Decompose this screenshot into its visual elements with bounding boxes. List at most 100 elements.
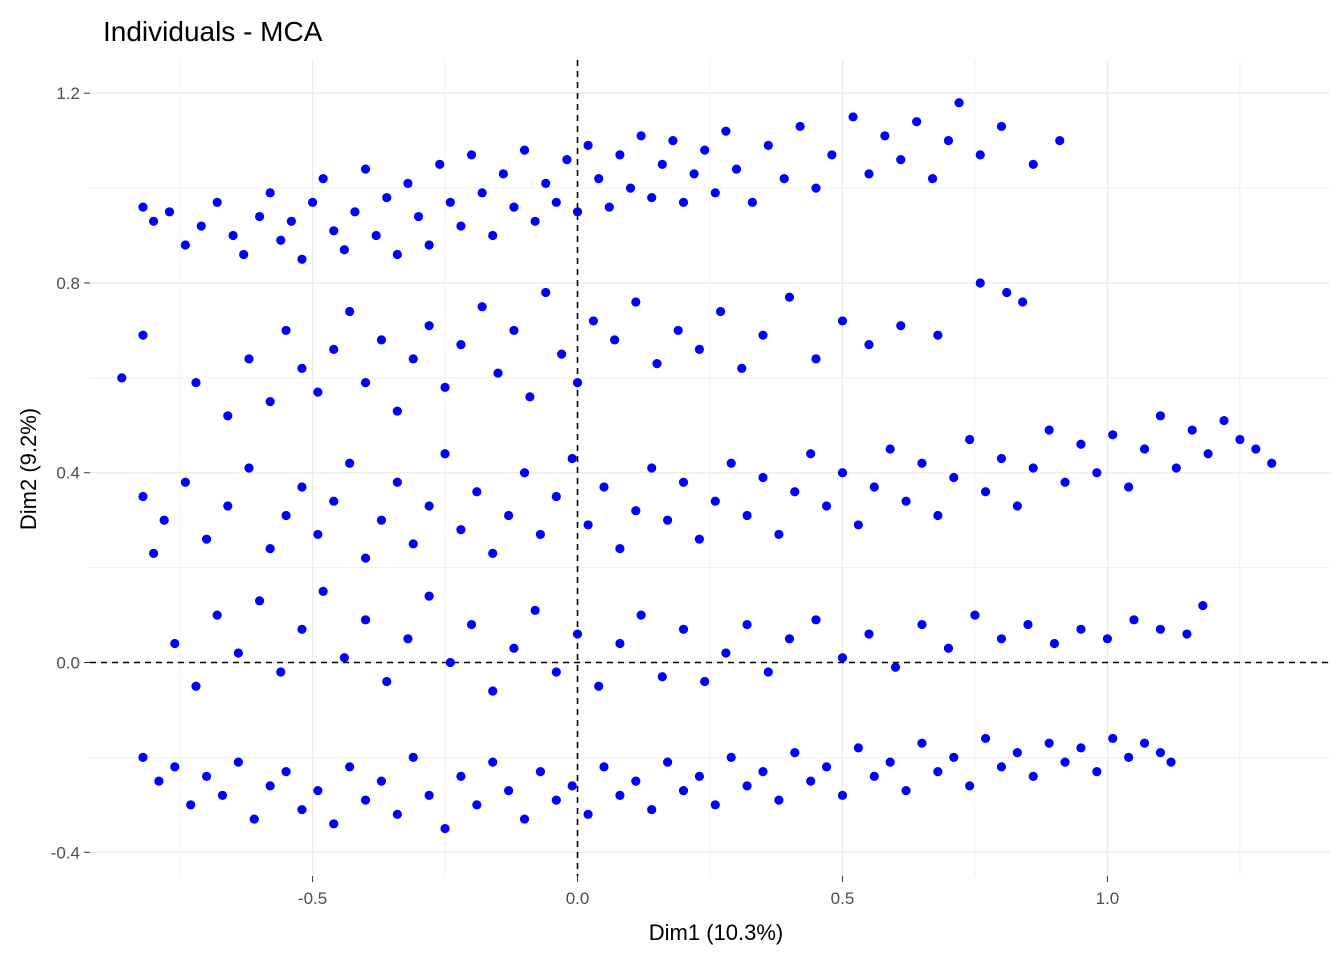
- y-tick-label: -0.4: [51, 843, 80, 862]
- data-point: [885, 757, 895, 767]
- data-point: [1055, 136, 1065, 146]
- data-point: [1198, 600, 1208, 611]
- data-point: [382, 192, 392, 203]
- y-tick-label: 1.2: [56, 84, 80, 103]
- data-point: [493, 368, 503, 378]
- data-point: [281, 767, 291, 777]
- x-axis-title: Dim1 (10.3%): [649, 920, 783, 945]
- data-point: [376, 776, 387, 786]
- data-point: [1155, 748, 1166, 758]
- data-point: [996, 121, 1007, 132]
- data-point: [869, 771, 879, 781]
- data-point: [509, 643, 519, 653]
- data-point: [376, 515, 387, 525]
- data-point: [657, 159, 667, 169]
- data-point: [345, 306, 355, 317]
- data-point: [747, 197, 757, 207]
- data-point: [148, 216, 159, 226]
- data-point: [949, 472, 959, 483]
- data-point: [329, 496, 339, 506]
- data-point: [276, 667, 286, 677]
- data-point: [392, 809, 402, 819]
- data-point: [1203, 449, 1213, 459]
- data-point: [1267, 458, 1277, 468]
- data-point: [678, 197, 689, 207]
- data-point: [504, 510, 514, 521]
- data-point: [694, 534, 705, 544]
- data-point: [1028, 463, 1038, 473]
- data-point: [440, 382, 450, 392]
- data-point: [917, 619, 927, 630]
- data-point: [249, 814, 259, 824]
- data-point: [201, 771, 212, 781]
- data-point: [975, 150, 985, 160]
- data-point: [758, 330, 768, 340]
- data-point: [715, 306, 726, 317]
- data-point: [880, 131, 890, 141]
- data-point: [254, 211, 265, 222]
- data-point: [154, 776, 164, 786]
- data-point: [318, 586, 328, 596]
- data-point: [864, 169, 874, 179]
- data-point: [339, 245, 349, 255]
- data-point: [535, 529, 546, 540]
- data-point: [138, 202, 148, 212]
- data-point: [170, 638, 180, 649]
- chart-title: Individuals - MCA: [103, 16, 323, 47]
- data-point: [138, 752, 148, 762]
- data-point: [1108, 733, 1118, 744]
- data-point: [1092, 468, 1102, 478]
- data-point: [519, 468, 530, 478]
- data-point: [975, 278, 985, 288]
- data-point: [837, 653, 848, 663]
- data-point: [996, 762, 1007, 772]
- data-point: [551, 491, 561, 502]
- data-point: [742, 510, 752, 521]
- data-point: [742, 619, 752, 630]
- data-point: [784, 634, 795, 644]
- data-point: [530, 605, 540, 615]
- x-tick-label: 1.0: [1096, 889, 1120, 908]
- data-point: [604, 202, 614, 212]
- data-point: [1139, 444, 1150, 454]
- data-point: [472, 800, 482, 810]
- data-point: [572, 378, 583, 388]
- data-point: [647, 804, 657, 815]
- data-point: [811, 354, 821, 364]
- data-point: [774, 529, 784, 540]
- data-point: [901, 496, 911, 506]
- data-point: [138, 330, 148, 340]
- data-point: [376, 335, 387, 345]
- data-point: [700, 145, 710, 155]
- data-point: [678, 786, 689, 796]
- data-point: [530, 216, 540, 226]
- data-point: [265, 781, 275, 791]
- data-point: [286, 216, 296, 226]
- data-point: [758, 472, 768, 483]
- data-point: [1018, 297, 1028, 307]
- data-point: [1044, 738, 1054, 748]
- data-point: [890, 662, 901, 672]
- data-point: [159, 515, 169, 525]
- data-point: [795, 121, 805, 132]
- data-point: [223, 411, 233, 421]
- data-point: [345, 458, 355, 468]
- data-point: [254, 596, 265, 606]
- data-point: [806, 449, 816, 459]
- data-point: [663, 757, 673, 767]
- data-point: [297, 624, 307, 634]
- data-point: [790, 748, 800, 758]
- data-point: [864, 629, 874, 639]
- data-point: [1076, 439, 1086, 449]
- data-point: [408, 539, 418, 549]
- data-point: [1124, 752, 1134, 762]
- data-point: [615, 150, 625, 160]
- data-point: [360, 795, 371, 805]
- data-point: [869, 482, 879, 492]
- data-point: [821, 762, 832, 772]
- data-point: [519, 814, 530, 824]
- data-point: [1092, 767, 1102, 777]
- data-point: [138, 491, 148, 502]
- data-point: [239, 249, 249, 260]
- data-point: [329, 344, 339, 354]
